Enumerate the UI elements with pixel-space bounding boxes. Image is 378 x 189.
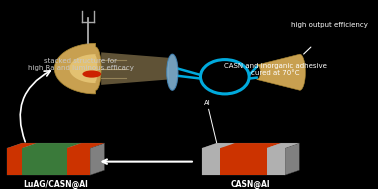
Polygon shape — [22, 148, 67, 175]
Polygon shape — [202, 143, 299, 148]
Polygon shape — [101, 52, 169, 85]
Polygon shape — [285, 143, 299, 175]
Text: stacked structure for
high Ra and luminous efficacy: stacked structure for high Ra and lumino… — [28, 58, 133, 71]
Ellipse shape — [167, 54, 178, 90]
Polygon shape — [202, 148, 220, 175]
Polygon shape — [220, 143, 281, 148]
Polygon shape — [90, 143, 104, 175]
Polygon shape — [54, 43, 101, 94]
Polygon shape — [257, 54, 305, 90]
Text: CASN@Al: CASN@Al — [231, 180, 271, 189]
Polygon shape — [202, 143, 235, 148]
Polygon shape — [8, 143, 104, 148]
Polygon shape — [220, 148, 266, 175]
Polygon shape — [202, 148, 285, 175]
Polygon shape — [67, 143, 104, 148]
Polygon shape — [8, 148, 22, 175]
Polygon shape — [8, 143, 37, 148]
Ellipse shape — [82, 70, 101, 78]
Polygon shape — [266, 148, 285, 175]
Text: LuAG/CASN@Al: LuAG/CASN@Al — [23, 180, 88, 189]
Polygon shape — [69, 54, 98, 83]
Text: high output efficiency: high output efficiency — [291, 22, 368, 28]
Polygon shape — [8, 148, 90, 175]
Polygon shape — [67, 148, 90, 175]
Text: CASN and inorganic adhesive
cured at 70°C: CASN and inorganic adhesive cured at 70°… — [224, 63, 327, 76]
Polygon shape — [266, 143, 299, 148]
Polygon shape — [22, 143, 81, 148]
Text: Al: Al — [204, 100, 211, 106]
